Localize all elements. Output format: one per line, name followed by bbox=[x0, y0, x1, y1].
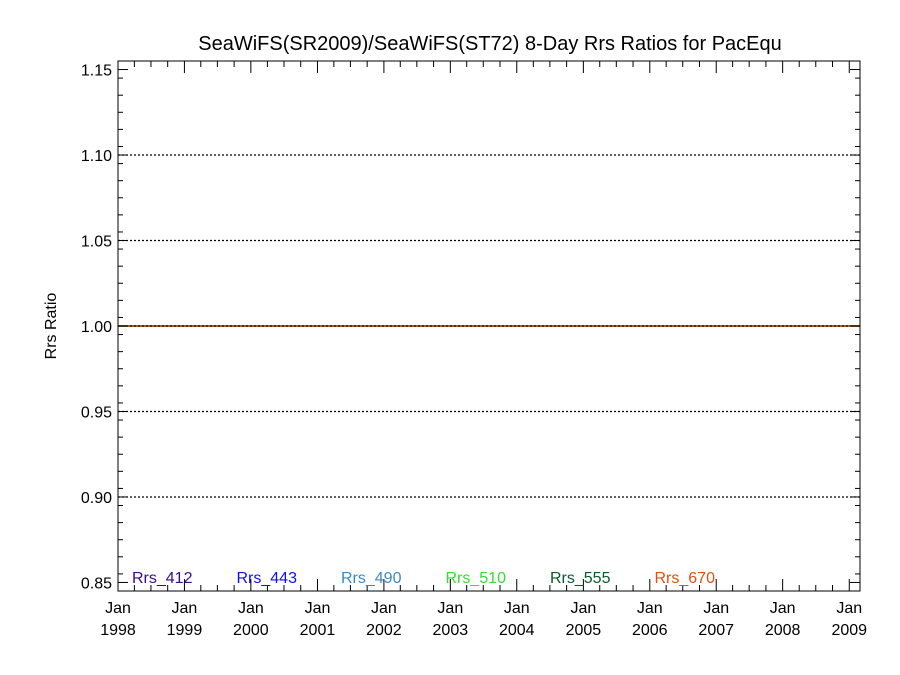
x-tick-label-month: Jan bbox=[703, 600, 729, 617]
x-tick-label-year: 2009 bbox=[831, 622, 867, 639]
y-tick-labels: 0.85 0.90 0.95 1.00 1.05 1.10 1.15 bbox=[81, 63, 112, 593]
y-tick-label: 0.90 bbox=[81, 490, 112, 507]
x-tick-label-month: Jan bbox=[238, 600, 264, 617]
x-tick-label-year: 2008 bbox=[765, 622, 801, 639]
y-tick-label: 0.85 bbox=[81, 575, 112, 592]
x-tick-label-year: 2007 bbox=[698, 622, 734, 639]
legend-entry: Rrs_490 bbox=[341, 570, 402, 587]
legend: Rrs_412 Rrs_443 Rrs_490 Rrs_510 Rrs_555 Rrs_6… bbox=[132, 570, 715, 587]
x-tick-label-year: 2000 bbox=[233, 622, 269, 639]
legend-entry: Rrs_443 bbox=[237, 570, 298, 587]
x-tick-label-year: 2001 bbox=[300, 622, 336, 639]
x-tick-label-month: Jan bbox=[105, 600, 131, 617]
x-tick-label-month: Jan bbox=[570, 600, 596, 617]
x-tick-label-year: 2006 bbox=[632, 622, 668, 639]
axis-ticks bbox=[117, 60, 860, 592]
x-tick-label-year: 1999 bbox=[167, 622, 203, 639]
chart-title: SeaWiFS(SR2009)/SeaWiFS(ST72) 8-Day Rrs … bbox=[198, 33, 782, 55]
x-tick-labels: Jan 1998 Jan 1999 Jan 2000 Jan 2001 Jan 2002 Jan 20… bbox=[100, 600, 867, 639]
legend-entry: Rrs_670 bbox=[655, 570, 716, 587]
legend-entry: Rrs_555 bbox=[550, 570, 611, 587]
x-tick-label-month: Jan bbox=[836, 600, 862, 617]
x-tick-label-year: 2005 bbox=[566, 622, 602, 639]
y-tick-label: 0.95 bbox=[81, 404, 112, 421]
legend-entry: Rrs_510 bbox=[446, 570, 507, 587]
y-axis-label: Rrs Ratio bbox=[43, 293, 60, 360]
x-tick-label-month: Jan bbox=[172, 600, 198, 617]
y-tick-label: 1.15 bbox=[81, 63, 112, 80]
y-tick-label: 1.10 bbox=[81, 148, 112, 165]
plot-frame bbox=[117, 60, 861, 592]
x-tick-label-month: Jan bbox=[371, 600, 397, 617]
x-tick-label-month: Jan bbox=[504, 600, 530, 617]
x-tick-label-year: 2003 bbox=[433, 622, 469, 639]
y-tick-label: 1.00 bbox=[81, 319, 112, 336]
x-tick-label-month: Jan bbox=[770, 600, 796, 617]
x-tick-label-month: Jan bbox=[637, 600, 663, 617]
legend-entry: Rrs_412 bbox=[132, 570, 193, 587]
y-tick-label: 1.05 bbox=[81, 234, 112, 251]
x-tick-label-year: 2004 bbox=[499, 622, 535, 639]
x-tick-label-year: 1998 bbox=[100, 622, 136, 639]
x-tick-label-month: Jan bbox=[437, 600, 463, 617]
x-tick-label-month: Jan bbox=[305, 600, 331, 617]
x-tick-label-year: 2002 bbox=[366, 622, 402, 639]
